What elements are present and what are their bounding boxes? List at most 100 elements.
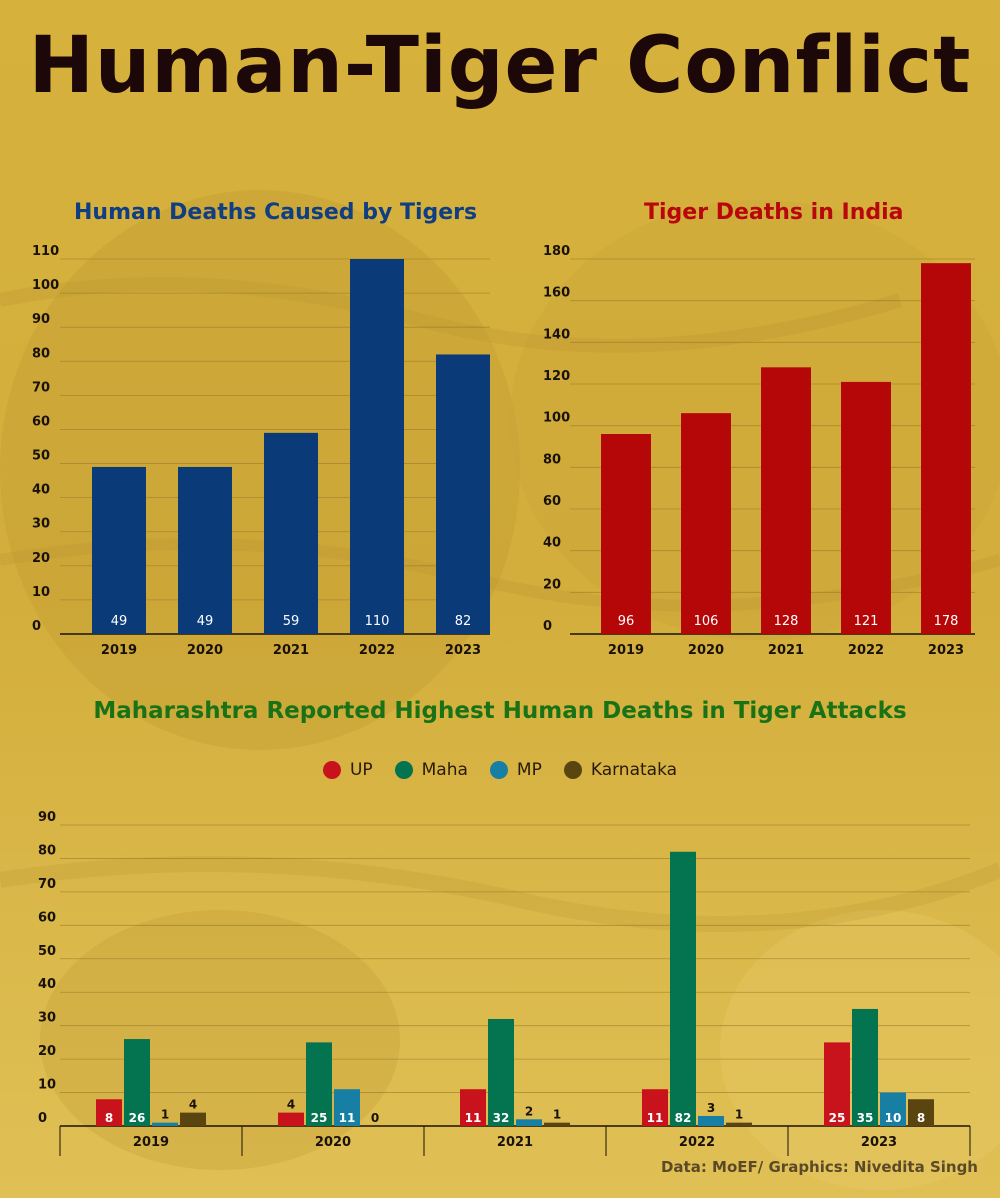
- human-deaths-y-tick-label: 20: [32, 551, 50, 566]
- human-deaths-data-label: 82: [455, 614, 472, 629]
- legend-item-maha: Maha: [394, 760, 468, 780]
- state-deaths-bar-karnataka: [726, 1122, 752, 1126]
- human-deaths-y-tick-label: 90: [32, 312, 50, 327]
- tiger-deaths-bar: [761, 367, 811, 634]
- tiger-deaths-bar: [601, 434, 651, 634]
- tiger-deaths-y-tick-label: 120: [543, 369, 570, 384]
- state-deaths-data-label-mp: 11: [339, 1111, 356, 1125]
- state-deaths-y-tick-label: 70: [38, 877, 56, 892]
- source-credit: Data: MoEF/ Graphics: Nivedita Singh: [660, 1158, 978, 1176]
- state-deaths-data-label-up: 11: [465, 1111, 482, 1125]
- state-deaths-y-tick-label: 60: [38, 910, 56, 925]
- human-deaths-bar: [436, 354, 490, 634]
- state-deaths-y-tick-label: 0: [38, 1111, 47, 1126]
- state-deaths-bar-mp: [880, 1092, 906, 1126]
- human-deaths-y-tick-label: 80: [32, 346, 50, 361]
- tiger-deaths-y-tick-label: 60: [543, 494, 561, 509]
- tiger-deaths-bar: [841, 381, 891, 634]
- state-deaths-x-tick-label: 2022: [679, 1135, 715, 1150]
- legend-swatch-karnataka: [563, 761, 582, 779]
- state-deaths-chart-title: Maharashtra Reported Highest Human Death…: [93, 698, 907, 724]
- legend-label-mp: MP: [516, 760, 542, 780]
- state-deaths-y-tick-label: 10: [38, 1078, 56, 1093]
- state-deaths-bar-maha: [670, 851, 696, 1126]
- tiger-deaths-y-tick-label: 40: [543, 536, 561, 551]
- legend-label-up: UP: [349, 760, 373, 780]
- human-deaths-x-tick-label: 2021: [273, 643, 309, 658]
- tiger-deaths-data-label: 96: [618, 614, 635, 629]
- state-deaths-data-label-karnataka: 1: [553, 1108, 561, 1122]
- state-deaths-bar-maha: [852, 1008, 878, 1126]
- state-deaths-x-tick-label: 2021: [497, 1135, 533, 1150]
- tiger-deaths-y-tick-label: 140: [543, 327, 570, 342]
- state-deaths-x-tick-label: 2019: [133, 1135, 169, 1150]
- tiger-deaths-y-tick-label: 160: [543, 286, 570, 301]
- state-deaths-data-label-maha: 82: [675, 1111, 692, 1125]
- legend-item-mp: MP: [489, 760, 542, 780]
- state-deaths-y-tick-label: 30: [38, 1011, 56, 1026]
- human-deaths-data-label: 110: [365, 614, 390, 629]
- state-deaths-y-tick-label: 20: [38, 1044, 56, 1059]
- human-deaths-chart-title: Human Deaths Caused by Tigers: [74, 200, 478, 225]
- human-deaths-y-tick-label: 60: [32, 414, 50, 429]
- state-deaths-data-label-up: 8: [105, 1111, 113, 1125]
- tiger-deaths-y-tick-label: 80: [543, 452, 561, 467]
- human-deaths-x-tick-label: 2019: [101, 643, 137, 658]
- legend-label-karnataka: Karnataka: [590, 760, 678, 780]
- tiger-deaths-y-tick-label: 0: [543, 619, 552, 634]
- state-deaths-bar-up: [460, 1089, 486, 1126]
- state-deaths-bar-maha: [124, 1039, 150, 1126]
- state-deaths-data-label-mp: 10: [885, 1111, 902, 1125]
- state-deaths-bar-mp: [334, 1089, 360, 1126]
- legend-label-maha: Maha: [421, 760, 468, 780]
- state-deaths-y-tick-label: 80: [38, 843, 56, 858]
- human-deaths-y-tick-label: 70: [32, 380, 50, 395]
- state-deaths-x-tick-label: 2020: [315, 1135, 351, 1150]
- tiger-deaths-bar: [921, 263, 971, 634]
- state-deaths-bar-mp: [516, 1119, 542, 1126]
- legend-item-karnataka: Karnataka: [563, 760, 678, 780]
- state-deaths-x-tick-label: 2023: [861, 1135, 897, 1150]
- main-title: Human-Tiger Conflict: [0, 26, 1000, 106]
- human-deaths-bar: [178, 466, 232, 634]
- state-deaths-bar-karnataka: [908, 1099, 934, 1126]
- state-deaths-y-tick-label: 90: [38, 810, 56, 825]
- human-deaths-data-label: 59: [283, 614, 300, 629]
- state-deaths-bar-maha: [306, 1042, 332, 1126]
- state-deaths-data-label-maha: 35: [857, 1111, 874, 1125]
- state-deaths-data-label-maha: 25: [311, 1111, 328, 1125]
- state-deaths-data-label-maha: 32: [493, 1111, 510, 1125]
- tiger-deaths-y-tick-label: 20: [543, 577, 561, 592]
- state-deaths-data-label-mp: 3: [707, 1101, 715, 1115]
- state-deaths-y-tick-label: 50: [38, 944, 56, 959]
- human-deaths-y-tick-label: 0: [32, 619, 41, 634]
- state-deaths-data-label-karnataka: 0: [371, 1111, 379, 1125]
- state-deaths-bar-maha: [488, 1018, 514, 1126]
- human-deaths-x-tick-label: 2020: [187, 643, 223, 658]
- state-deaths-bar-mp: [698, 1115, 724, 1126]
- legend-swatch-up: [322, 761, 341, 779]
- tiger-deaths-x-tick-label: 2022: [848, 643, 884, 658]
- human-deaths-y-tick-label: 50: [32, 449, 50, 464]
- state-deaths-data-label-karnataka: 8: [917, 1111, 925, 1125]
- state-deaths-data-label-karnataka: 4: [189, 1098, 197, 1112]
- human-deaths-y-tick-label: 110: [32, 244, 59, 259]
- tiger-deaths-y-tick-label: 100: [543, 411, 570, 426]
- state-deaths-y-tick-label: 40: [38, 977, 56, 992]
- state-legend: UP Maha MP Karnataka: [0, 760, 1000, 780]
- tiger-deaths-x-tick-label: 2020: [688, 643, 724, 658]
- legend-item-up: UP: [322, 760, 373, 780]
- state-deaths-bar-mp: [152, 1122, 178, 1126]
- state-deaths-data-label-maha: 26: [129, 1111, 146, 1125]
- tiger-deaths-data-label: 178: [934, 614, 959, 629]
- tiger-deaths-data-label: 106: [694, 614, 719, 629]
- state-deaths-data-label-mp: 1: [161, 1108, 169, 1122]
- state-deaths-data-label-up: 11: [647, 1111, 664, 1125]
- tiger-deaths-data-label: 121: [854, 614, 879, 629]
- main-title-text: Human-Tiger Conflict: [28, 21, 972, 111]
- state-deaths-bar-up: [278, 1112, 304, 1126]
- tiger-deaths-bar: [681, 413, 731, 634]
- state-deaths-bar-karnataka: [544, 1122, 570, 1126]
- human-deaths-data-label: 49: [111, 614, 128, 629]
